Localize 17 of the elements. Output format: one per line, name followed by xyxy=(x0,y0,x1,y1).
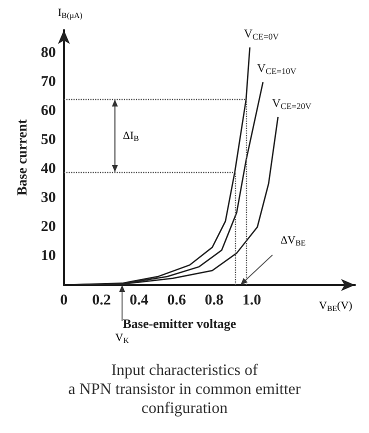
y-tick-label: 80 xyxy=(40,45,56,62)
y-tick-label: 10 xyxy=(40,248,56,264)
y-axis-title: Base current xyxy=(16,118,30,196)
y-tick-label: 70 xyxy=(40,74,56,90)
y-tick-label: 30 xyxy=(40,190,56,206)
x-axis-title: Base-emitter voltage xyxy=(122,316,236,331)
y-tick-label: 20 xyxy=(40,219,56,236)
y-tick-label: 50 xyxy=(40,132,56,148)
x-tick-label: 0.4 xyxy=(130,292,149,308)
x-tick-label: 0.8 xyxy=(204,292,224,308)
y-tick-label: 60 xyxy=(40,103,56,120)
x-tick-label: 1.0 xyxy=(242,292,262,308)
x-tick-label: 0.6 xyxy=(167,292,186,308)
x-tick-label: 0.2 xyxy=(92,292,111,308)
x-tick-label: 0 xyxy=(60,292,68,308)
text: Input characteristics of a NPN transistor in common emitter configuration xyxy=(68,362,302,417)
y-tick-label: 40 xyxy=(40,161,56,178)
